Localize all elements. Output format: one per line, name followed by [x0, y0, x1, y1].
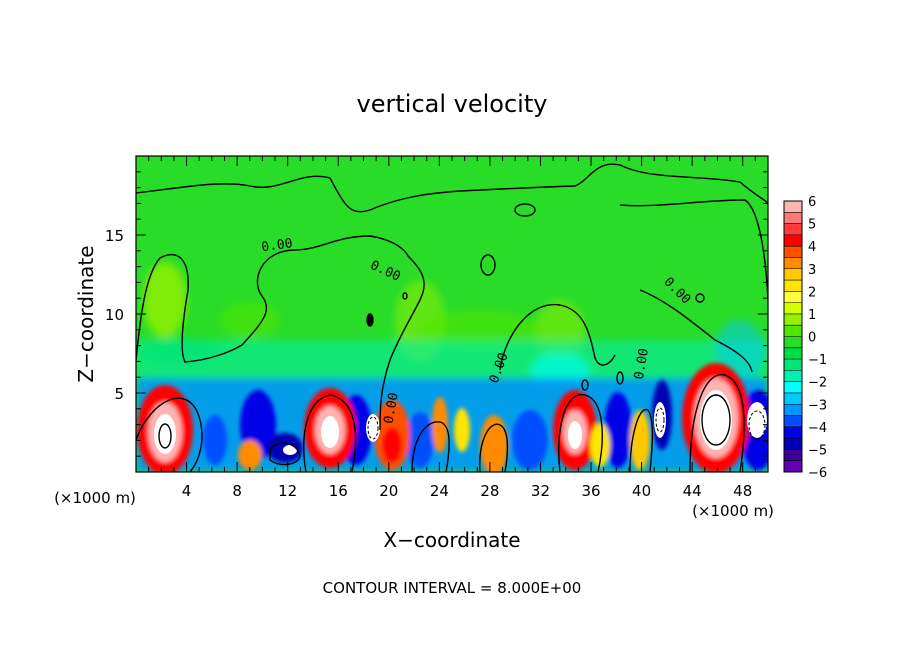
y-tick-label: 5 [114, 385, 124, 403]
colorbar-swatch [784, 438, 802, 450]
colorbar-swatch [784, 223, 802, 236]
x-tick-label: 40 [632, 482, 651, 500]
colorbar-swatch [784, 212, 802, 225]
colorbar-label: 6 [808, 195, 816, 210]
z-unit-label: (×1000 m) [54, 489, 136, 507]
y-tick-label: 15 [105, 227, 124, 245]
colorbar-label: 2 [808, 285, 816, 300]
colorbar-swatch [784, 347, 802, 360]
colorbar-label: −1 [808, 353, 827, 368]
y-axis: 5 10 15 [105, 171, 768, 457]
colorbar-label: 1 [808, 308, 816, 323]
heatmap-field [136, 156, 768, 472]
x-axis: 4 8 12 16 20 24 28 32 36 40 44 48 [148, 156, 756, 500]
x-tick-label: 32 [531, 482, 550, 500]
y-tick-label: 10 [105, 306, 124, 324]
contour-lines [136, 163, 768, 472]
colorbar-label: 3 [808, 263, 816, 278]
colorbar-label: 0 [808, 331, 816, 346]
colorbar-swatch [784, 302, 802, 315]
colorbar-swatch [784, 325, 802, 337]
colorbar-swatch [784, 404, 802, 417]
colorbar-swatch [784, 257, 802, 270]
colorbar-swatch [784, 415, 802, 428]
colorbar-swatch [784, 336, 802, 349]
colorbar-label: 4 [808, 240, 816, 255]
x-tick-label: 4 [182, 482, 192, 500]
colorbar-label: −6 [808, 466, 827, 481]
colorbar-swatch [784, 449, 802, 462]
contour-label: 0.00 [382, 391, 402, 424]
x-tick-label: 20 [379, 482, 398, 500]
colorbar-swatch [784, 381, 802, 394]
colorbar-swatch [784, 246, 802, 258]
chart-title: vertical velocity [357, 90, 548, 118]
x-axis-label: X−coordinate [383, 528, 520, 552]
colorbar-label: 5 [808, 218, 816, 233]
colorbar-swatch [784, 201, 802, 213]
x-tick-label: 44 [683, 482, 702, 500]
x-tick-label: 12 [278, 482, 297, 500]
x-unit-label: (×1000 m) [692, 502, 774, 520]
x-tick-label: 8 [232, 482, 242, 500]
colorbar-label: −4 [808, 421, 827, 436]
contour-label: 0.00 [261, 236, 294, 255]
x-tick-label: 28 [480, 482, 499, 500]
colorbar-swatch [784, 291, 802, 304]
x-tick-label: 48 [733, 482, 752, 500]
colorbar-swatch [784, 280, 802, 292]
colorbar: 6 5 4 3 2 1 0 −1 −2 −3 −4 −5 −6 [783, 195, 827, 481]
x-tick-label: 36 [581, 482, 600, 500]
colorbar-swatch [784, 234, 802, 247]
colorbar-swatch [784, 460, 802, 473]
x-tick-label: 16 [329, 482, 348, 500]
colorbar-label: −3 [808, 398, 827, 413]
y-axis-label: Z−coordinate [74, 245, 98, 382]
colorbar-swatch [784, 426, 802, 439]
colorbar-swatch [784, 370, 802, 383]
colorbar-label: −2 [808, 376, 827, 391]
x-tick-label: 24 [430, 482, 449, 500]
colorbar-swatch [784, 268, 802, 281]
contour-label: 0.00 [632, 347, 652, 380]
colorbar-label: −5 [808, 443, 827, 458]
colorbar-swatch [784, 392, 802, 405]
colorbar-swatch [784, 313, 802, 326]
contour-interval-footer: CONTOUR INTERVAL = 8.000E+00 [323, 579, 582, 597]
colorbar-swatch [784, 359, 802, 371]
